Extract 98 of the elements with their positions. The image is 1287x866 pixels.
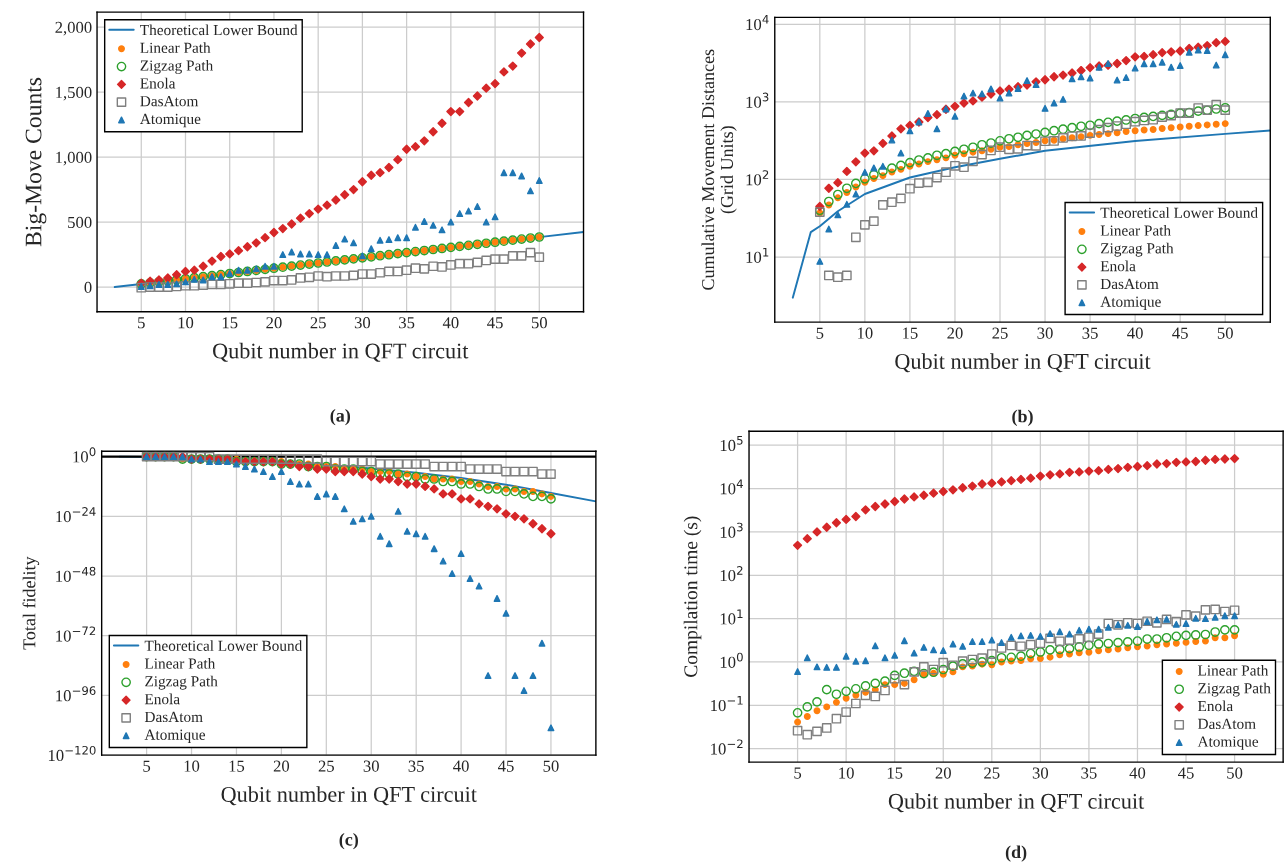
y-tick-label: 10$^{3}$ [746, 92, 769, 108]
y-tick-label: 10$^{4}$ [746, 15, 769, 31]
legend-label: Atomique [139, 113, 201, 128]
x-tick-label: 20 [935, 767, 951, 779]
legend-label: Enola [1100, 260, 1136, 272]
legend-label: Zigzag Path [145, 675, 218, 690]
y-tick-label: 1,500 [56, 86, 92, 101]
x-tick-label: 10 [839, 767, 854, 779]
text: (c) [339, 832, 358, 850]
text: (b) [1012, 409, 1033, 427]
x-tick-label: 35 [399, 317, 415, 329]
x-tick-label: 10 [178, 317, 194, 329]
y-axis-title: Total fidelity [22, 556, 40, 650]
y-tick-label: 10$^{−24}$ [56, 507, 96, 523]
x-tick-label: 35 [408, 760, 424, 772]
x-tick-label: 25 [310, 317, 326, 329]
y-tick-label: 10$^{−72}$ [56, 626, 96, 642]
x-tick-label: 20 [947, 327, 963, 339]
x-tick-label: 5 [816, 327, 824, 339]
legend-label: Atomique [144, 729, 206, 743]
legend-label: Theoretical Lower Bound [144, 640, 303, 651]
legend-label: Linear Path [140, 42, 211, 53]
y-tick-label: 10$^{−120}$ [48, 745, 96, 762]
x-tick-label: 50 [531, 317, 547, 329]
x-tick-label: 45 [1172, 327, 1188, 339]
y-tick-label: 500 [68, 216, 92, 229]
legend-label: Enola [144, 693, 180, 705]
x-tick-label: 15 [222, 317, 238, 329]
y-tick-label: 10$^{5}$ [720, 436, 743, 452]
legend-label: Linear Path [1197, 664, 1269, 676]
x-tick-label: 35 [1082, 327, 1098, 339]
y-tick-label: 10$^{2}$ [746, 170, 769, 186]
x-tick-label: 30 [1037, 327, 1053, 339]
x-tick-label: 40 [442, 317, 459, 329]
y-tick-label: 10$^{−48}$ [56, 566, 96, 582]
y-tick-label: 10$^{−2}$ [711, 739, 743, 755]
x-tick-label: 30 [1032, 767, 1049, 779]
legend-label: Theoretical Lower Bound [140, 24, 298, 36]
x-axis-title: Qubit number in QFT circuit [213, 342, 469, 362]
x-tick-label: 5 [138, 317, 145, 329]
x-tick-label: 40 [1129, 767, 1146, 779]
legend-label: Atomique [1100, 296, 1161, 310]
y-axis-title: Cumulative Movement Distances (Grid Units) [701, 49, 737, 290]
x-tick-label: 15 [903, 327, 918, 339]
x-axis-title: Qubit number in QFT circuit [888, 793, 1145, 813]
y-tick-label: 10$^{3}$ [720, 522, 743, 538]
y-tick-label: 10$^{−1}$ [711, 696, 743, 712]
legend-label: Linear Path [1100, 224, 1171, 236]
legend-label: Enola [140, 77, 176, 89]
x-tick-label: 45 [487, 317, 503, 329]
x-tick-label: 45 [498, 760, 514, 772]
y-tick-label: 10$^{0}$ [73, 447, 96, 463]
x-tick-label: 20 [273, 760, 290, 772]
y-tick-label: 10$^{−96}$ [56, 686, 96, 702]
y-tick-label: 10$^{2}$ [720, 566, 743, 582]
x-tick-label: 5 [143, 760, 151, 772]
x-tick-label: 25 [984, 767, 1000, 779]
legend-label: Zigzag Path [1100, 242, 1174, 257]
x-axis-title: Qubit number in QFT circuit [895, 353, 1151, 373]
x-tick-label: 30 [363, 760, 379, 772]
legend-label: DasAtom [144, 711, 203, 723]
x-tick-label: 50 [543, 760, 559, 772]
y-tick-label: 10$^{4}$ [720, 479, 743, 495]
legend-label: Zigzag Path [140, 59, 214, 74]
text: (d) [1005, 845, 1027, 862]
y-tick-label: 0 [84, 281, 92, 294]
x-tick-label: 20 [266, 317, 282, 329]
y-axis-title: Compilation time (s) [683, 516, 702, 677]
x-tick-label: 10 [858, 327, 873, 339]
y-tick-label: 10$^{1}$ [720, 609, 743, 625]
y-tick-label: 1,000 [56, 151, 92, 166]
x-tick-label: 50 [1217, 327, 1233, 339]
text: (a) [330, 408, 351, 426]
x-tick-label: 15 [887, 767, 903, 779]
legend-label: DasAtom [1197, 718, 1256, 729]
y-tick-label: 2,000 [55, 21, 92, 36]
legend-label: Zigzag Path [1198, 682, 1271, 697]
x-tick-label: 50 [1227, 767, 1243, 779]
legend-label: Enola [1197, 700, 1233, 712]
x-tick-label: 25 [318, 760, 334, 772]
x-tick-label: 30 [354, 317, 371, 329]
x-tick-label: 25 [992, 327, 1008, 339]
legend-label: DasAtom [1100, 278, 1159, 290]
x-tick-label: 40 [1127, 327, 1143, 339]
legend-label: DasAtom [140, 96, 199, 107]
x-tick-label: 45 [1178, 767, 1194, 779]
x-tick-label: 40 [453, 760, 469, 772]
legend-label: Linear Path [144, 657, 216, 669]
y-tick-label: 10$^{1}$ [746, 247, 769, 263]
x-axis-title: Qubit number in QFT circuit [221, 786, 477, 806]
x-tick-label: 10 [184, 760, 200, 772]
legend-label: Atomique [1197, 736, 1259, 750]
x-tick-label: 35 [1081, 767, 1097, 779]
x-tick-label: 5 [794, 767, 802, 779]
legend-label: Theoretical Lower Bound [1100, 207, 1258, 218]
y-axis-title: Big-Move Counts [25, 77, 47, 247]
x-tick-label: 15 [229, 760, 245, 772]
y-tick-label: 10$^{0}$ [720, 652, 743, 668]
